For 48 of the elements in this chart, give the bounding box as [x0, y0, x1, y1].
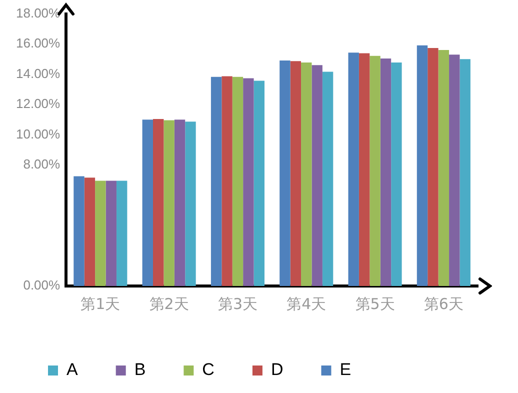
bar — [210, 76, 222, 286]
legend-label: E — [340, 360, 352, 380]
y-tick-label: 14.00% — [16, 66, 61, 81]
bar — [243, 78, 254, 286]
bar — [416, 45, 428, 286]
y-tick-label: 0.00% — [23, 278, 61, 293]
x-tick-label: 第6天 — [424, 294, 464, 313]
bar — [348, 52, 359, 286]
bar — [438, 50, 450, 286]
bar — [95, 180, 106, 286]
bar — [232, 76, 244, 286]
legend-label: B — [134, 360, 146, 380]
bar — [391, 62, 402, 286]
bar — [174, 120, 186, 286]
legend-label: C — [202, 360, 214, 380]
bar — [84, 178, 96, 286]
bar — [280, 60, 290, 286]
y-tick-label: 8.00% — [23, 156, 61, 172]
y-tick-label: 16.00% — [16, 36, 61, 51]
bar — [185, 122, 196, 286]
bar — [370, 56, 380, 286]
bar — [74, 176, 84, 286]
bar — [428, 48, 438, 286]
bar — [116, 180, 128, 286]
bar — [312, 65, 322, 286]
bar — [358, 53, 370, 286]
bar — [106, 180, 116, 286]
bar — [301, 62, 312, 286]
bar — [380, 58, 392, 286]
x-tick-label: 第3天 — [218, 294, 258, 313]
bar — [322, 72, 334, 286]
x-tick-label: 第2天 — [149, 294, 189, 313]
x-tick-label: 第4天 — [286, 294, 326, 313]
legend-label: D — [270, 360, 284, 380]
bar — [254, 80, 264, 286]
x-tick-label: 第1天 — [80, 294, 120, 313]
bar — [449, 54, 460, 286]
bar — [290, 61, 302, 286]
legend-label: A — [66, 360, 78, 380]
bar — [164, 120, 174, 286]
bar — [222, 76, 232, 286]
bar — [153, 119, 164, 286]
bar — [142, 120, 154, 286]
y-tick-label: 10.00% — [16, 126, 61, 142]
bar — [460, 59, 470, 286]
y-tick-label: 12.00% — [16, 96, 61, 112]
x-tick-label: 第5天 — [355, 294, 395, 313]
y-tick-label: 18.00% — [16, 5, 61, 20]
